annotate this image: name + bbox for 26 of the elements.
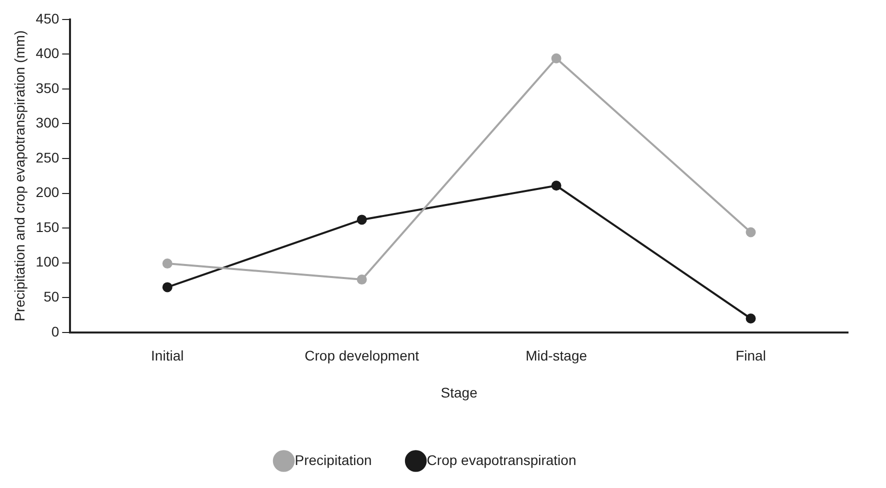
y-tick-label: 50 xyxy=(44,288,60,304)
x-tick-label: Final xyxy=(736,348,766,364)
y-tick-label: 100 xyxy=(36,254,60,270)
point xyxy=(746,313,756,324)
y-tick-label: 400 xyxy=(36,45,60,62)
point xyxy=(356,214,367,225)
x-axis-title: Stage xyxy=(440,384,478,400)
x-tick-label: Crop development xyxy=(304,348,420,364)
point xyxy=(551,53,562,64)
y-axis-title: Precipitation and crop evapotranspiration (mm) xyxy=(11,30,28,322)
legend-label: Precipitation xyxy=(294,452,372,468)
y-tick-label: 250 xyxy=(36,149,60,166)
y-tick-label: 200 xyxy=(36,184,60,200)
x-tick-label: Mid-stage xyxy=(526,348,588,364)
point xyxy=(551,180,562,191)
point xyxy=(356,274,367,285)
point xyxy=(162,282,172,292)
y-tick-label: 350 xyxy=(36,80,60,96)
legend-label: Crop evapotranspiration xyxy=(426,452,576,468)
y-tick-label: 150 xyxy=(36,218,60,235)
y-tick-label: 0 xyxy=(51,323,60,340)
y-tick-label: 300 xyxy=(36,114,60,131)
point xyxy=(746,227,756,238)
point xyxy=(162,258,172,269)
x-tick-label: Initial xyxy=(151,348,184,364)
y-tick-label: 450 xyxy=(36,10,60,26)
